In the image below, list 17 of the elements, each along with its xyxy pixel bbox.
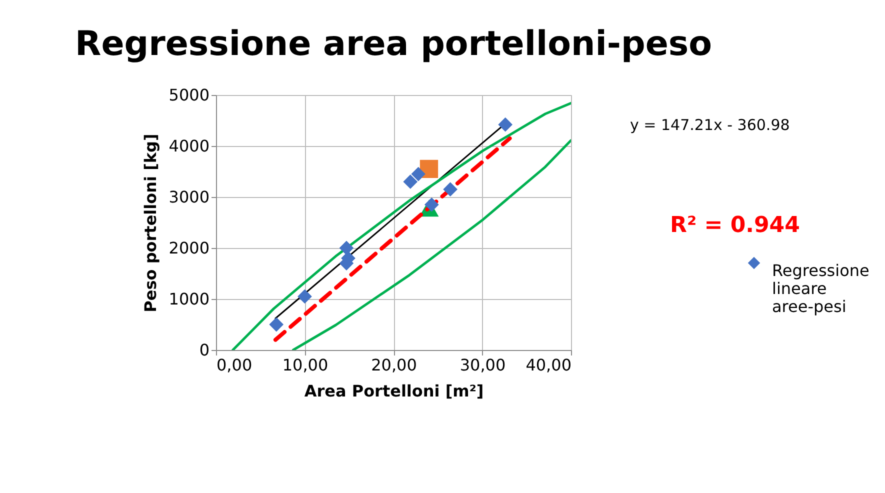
x-tick-label: 20,00 xyxy=(371,356,417,374)
legend-label: Regressione lineare aree-pesi xyxy=(772,261,870,316)
x-axis-title: Area Portelloni [m²] xyxy=(304,382,484,400)
y-tick-label: 1000 xyxy=(168,290,210,308)
x-tick-label: 40,00 xyxy=(526,356,572,374)
chart-title: Regressione area portelloni-peso xyxy=(75,24,712,64)
text: R² = 0.944 xyxy=(670,213,800,238)
x-tick-label: 10,00 xyxy=(282,356,328,374)
y-axis-title: Peso portelloni [kg] xyxy=(140,134,160,312)
y-tick-label: 0 xyxy=(199,340,210,360)
text: y = 147.21x - 360.98 xyxy=(630,116,790,134)
x-tick-label: 0,00 xyxy=(216,356,252,374)
y-tick-label: 2000 xyxy=(168,238,210,258)
y-tick-label: 3000 xyxy=(168,188,210,206)
x-tick-label: 30,00 xyxy=(460,356,506,374)
y-tick-label: 4000 xyxy=(168,136,210,156)
y-tick-label: 5000 xyxy=(168,86,210,104)
